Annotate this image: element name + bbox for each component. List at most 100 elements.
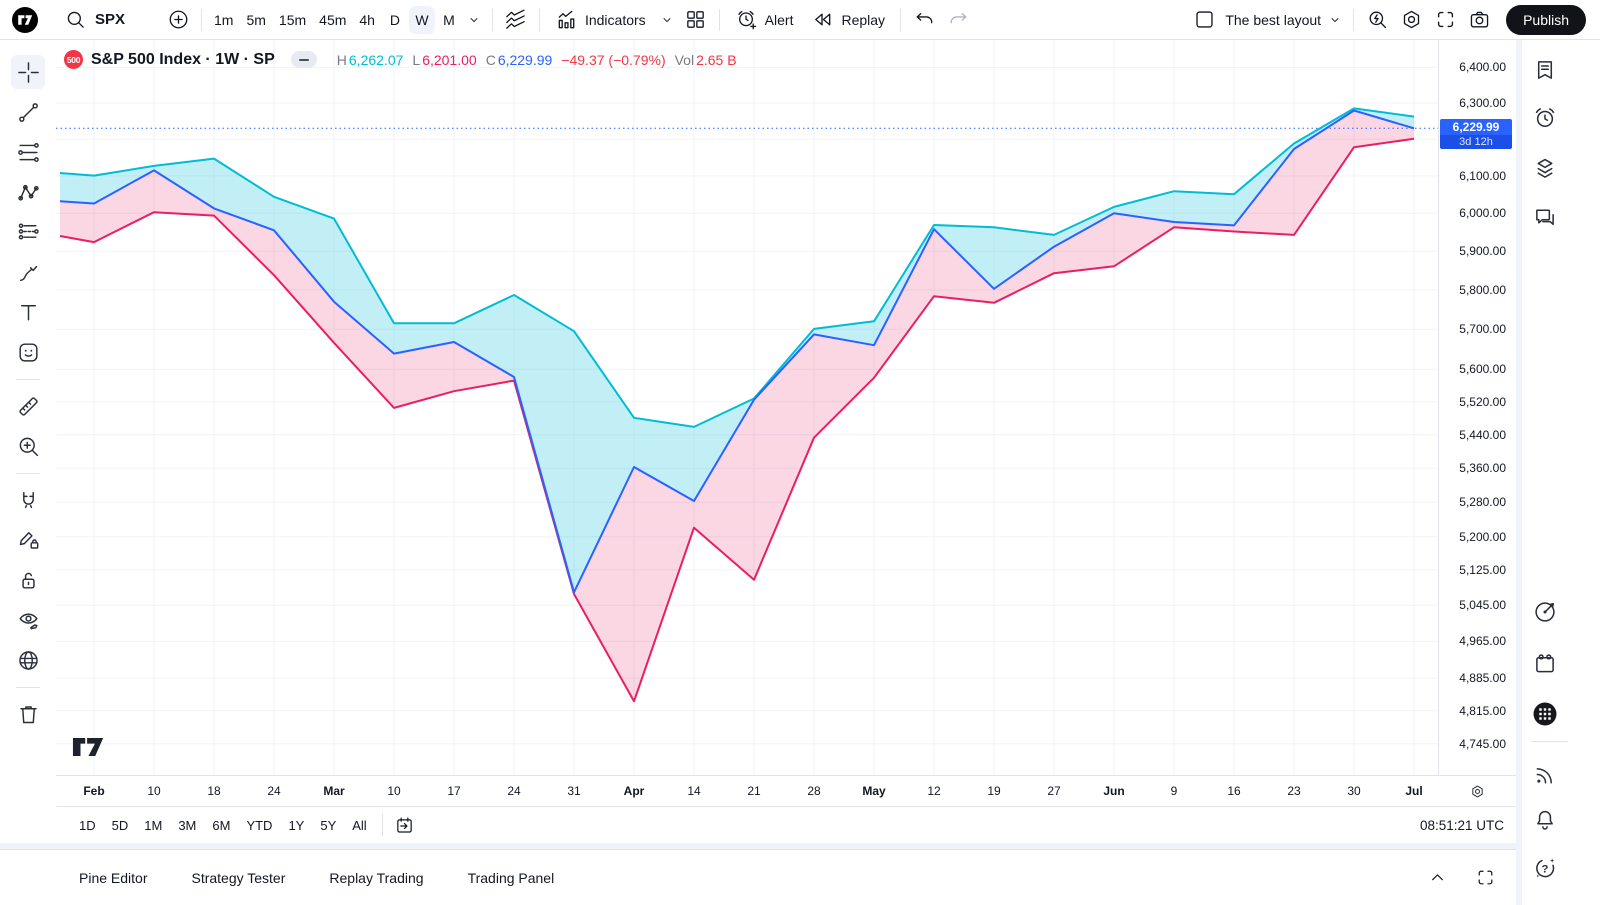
range-button-ytd[interactable]: YTD: [246, 817, 273, 833]
sidebar-help-button[interactable]: ?: [1528, 851, 1562, 885]
chart-style-button[interactable]: [499, 3, 533, 37]
interval-button-4h[interactable]: 4h: [359, 11, 375, 28]
right-rail-gap: [1516, 40, 1522, 905]
price-tick-label: 4,745.00: [1459, 736, 1506, 751]
clock-utc[interactable]: 08:51:21 UTC: [1419, 817, 1504, 833]
price-tick-label: 6,100.00: [1459, 168, 1506, 183]
trend-line-tool-button[interactable]: [11, 95, 45, 129]
alert-button[interactable]: Alert: [726, 3, 803, 37]
legend-collapse-button[interactable]: [290, 51, 317, 68]
sidebar-notifications-button[interactable]: [1528, 803, 1562, 837]
range-button-1m[interactable]: 1M: [144, 817, 163, 833]
text-tool-button[interactable]: [11, 295, 45, 329]
ruler-tool-button[interactable]: [11, 389, 45, 423]
range-button-5y[interactable]: 5Y: [320, 817, 337, 833]
layout-name[interactable]: The best layout: [1225, 11, 1322, 28]
fullscreen-button[interactable]: [1428, 3, 1462, 37]
alert-label: Alert: [764, 11, 794, 28]
screenshot-button[interactable]: [1462, 3, 1496, 37]
interval-menu-chevron[interactable]: [462, 3, 486, 37]
interval-button-W[interactable]: W: [408, 5, 435, 34]
expand-panel-button[interactable]: [1420, 861, 1454, 895]
calendar-icon: [1532, 651, 1558, 677]
price-tick-label: 5,600.00: [1459, 362, 1506, 377]
price-tick-label: 4,965.00: [1459, 634, 1506, 649]
tradingview-logo[interactable]: [8, 3, 42, 37]
drawing-lock-tool-button[interactable]: [11, 523, 45, 557]
magnet-tool-button[interactable]: [11, 483, 45, 517]
quick-search-button[interactable]: [1360, 3, 1394, 37]
xabcd-pattern-tool-button[interactable]: [11, 175, 45, 209]
redo-button[interactable]: [941, 3, 975, 37]
forecast-tool-button[interactable]: [11, 215, 45, 249]
redo-icon: [947, 8, 970, 31]
tab-trading-panel[interactable]: Trading Panel: [467, 869, 555, 886]
maximize-panel-button[interactable]: [1468, 861, 1502, 895]
gear-icon: [1469, 783, 1486, 800]
time-axis-settings[interactable]: [1438, 775, 1516, 806]
sidebar-alerts-button[interactable]: [1528, 101, 1562, 135]
multichart-layout-button[interactable]: [679, 3, 713, 37]
price-chart[interactable]: [56, 40, 1438, 775]
price-tick-label: 5,700.00: [1459, 322, 1506, 337]
indicator-templates-chevron[interactable]: [655, 3, 679, 37]
interval-button-45m[interactable]: 45m: [319, 11, 347, 28]
hide-drawings-tool-button[interactable]: [11, 603, 45, 637]
price-axis[interactable]: 6,400.006,300.006,200.006,100.006,000.00…: [1438, 40, 1516, 775]
publish-button[interactable]: Publish: [1506, 4, 1586, 35]
sidebar-screener-button[interactable]: [1528, 595, 1562, 629]
tab-strategy-tester[interactable]: Strategy Tester: [191, 869, 286, 886]
symbol-title[interactable]: S&P 500 Index · 1W · SP: [91, 50, 275, 68]
sync-globe-tool-button[interactable]: [11, 643, 45, 677]
brush-tool-button[interactable]: [11, 255, 45, 289]
interval-button-M[interactable]: M: [443, 11, 455, 28]
sidebar-news-button[interactable]: [1528, 758, 1562, 792]
symbol-search-button[interactable]: SPX: [54, 3, 135, 37]
add-symbol-button[interactable]: [161, 3, 195, 37]
interval-button-1m[interactable]: 1m: [214, 11, 234, 28]
chart-settings-button[interactable]: [1394, 3, 1428, 37]
sidebar-calendar-button[interactable]: [1528, 647, 1562, 681]
search-icon: [64, 8, 87, 31]
goto-date-button[interactable]: [391, 811, 419, 839]
sidebar-apps-grid-button[interactable]: [1528, 697, 1562, 731]
apps-grid-icon: [1532, 701, 1558, 727]
time-tick-label: 16: [1227, 784, 1241, 798]
fib-retracement-tool-button[interactable]: [11, 135, 45, 169]
sidebar-watchlist-button[interactable]: [1528, 53, 1562, 87]
range-button-1d[interactable]: 1D: [79, 817, 96, 833]
replay-button[interactable]: Replay: [802, 3, 894, 37]
toolbar-separator: [718, 8, 720, 31]
layout-menu-chevron[interactable]: [1323, 3, 1347, 37]
interval-button-D[interactable]: D: [389, 11, 401, 28]
range-button-all[interactable]: All: [352, 817, 367, 833]
lock-all-tool-button[interactable]: [11, 563, 45, 597]
sidebar-chat-button[interactable]: [1528, 201, 1562, 235]
indicators-button[interactable]: Indicators: [546, 3, 655, 37]
price-tick-label: 6,000.00: [1459, 206, 1506, 221]
layout-select-button[interactable]: [1187, 3, 1221, 37]
price-tick-label: 5,440.00: [1459, 427, 1506, 442]
price-tick-label: 5,280.00: [1459, 495, 1506, 510]
chevron-down-icon: [1327, 12, 1343, 28]
crosshair-tool-button[interactable]: [11, 55, 45, 89]
last-price-value: 6,229.99: [1440, 119, 1512, 136]
interval-button-15m[interactable]: 15m: [278, 11, 307, 28]
tab-pine-editor[interactable]: Pine Editor: [79, 869, 148, 886]
range-button-5d[interactable]: 5D: [111, 817, 129, 833]
interval-button-5m[interactable]: 5m: [246, 11, 266, 28]
zoom-in-tool-button[interactable]: [11, 429, 45, 463]
range-button-3m[interactable]: 3M: [178, 817, 197, 833]
range-button-6m[interactable]: 6M: [212, 817, 231, 833]
fib-retracement-icon: [16, 140, 41, 165]
emoji-tool-button[interactable]: [11, 335, 45, 369]
sidebar-object-tree-button[interactable]: [1528, 151, 1562, 185]
price-tick-label: 4,885.00: [1459, 671, 1506, 686]
alert-clock-icon: [735, 8, 758, 31]
price-tick-label: 5,200.00: [1459, 529, 1506, 544]
undo-button[interactable]: [907, 3, 941, 37]
range-button-1y[interactable]: 1Y: [288, 817, 305, 833]
tab-replay-trading[interactable]: Replay Trading: [329, 869, 424, 886]
time-axis[interactable]: Feb 10 18 24 Mar 10 17 24 31 Apr 14 21 28 May 12 19 27 Ju…: [56, 775, 1438, 806]
trash-tool-button[interactable]: [11, 697, 45, 731]
